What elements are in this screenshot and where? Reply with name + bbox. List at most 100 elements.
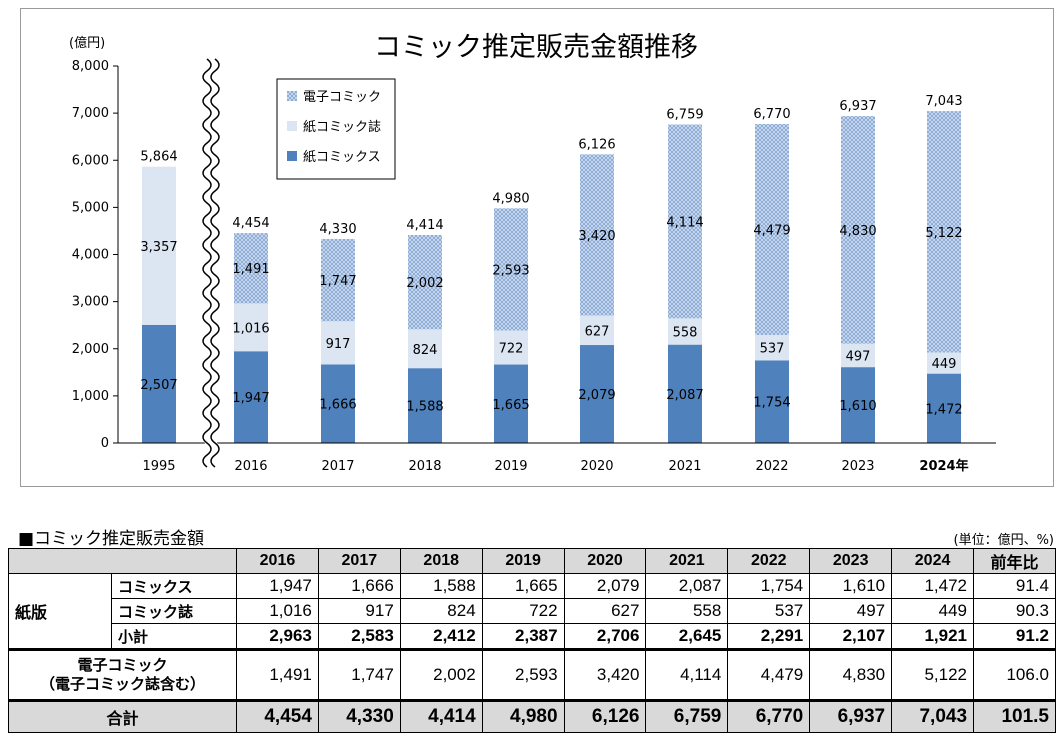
table-cell: 1,747 [317, 648, 401, 701]
x-tick-label: 2019 [494, 459, 527, 474]
data-label: 558 [673, 326, 698, 341]
group-label-paper: 紙版 [8, 573, 112, 650]
data-label: 497 [846, 349, 871, 364]
total-label: 4,454 [232, 216, 269, 231]
axis-break-mark [202, 55, 220, 471]
x-tick-label: 1995 [142, 459, 175, 474]
bar-segment-digital [755, 123, 789, 336]
table-cell: 4,980 [481, 699, 565, 733]
data-label: 1,016 [232, 321, 269, 336]
header-cell: 2022 [727, 548, 811, 574]
legend-label: 電子コミック [303, 90, 381, 105]
data-label: 5,122 [925, 226, 962, 241]
x-tick-label: 2022 [755, 459, 788, 474]
bar-segment-paper-magazine [668, 318, 702, 345]
row-label: コミック誌 [111, 598, 237, 624]
data-label: 2,079 [578, 388, 615, 403]
data-label: 627 [585, 324, 610, 339]
table-cell: 558 [645, 598, 729, 624]
legend-label: 紙コミック誌 [303, 119, 381, 135]
bar-segment-paper-comics [927, 373, 961, 443]
bar-segment-paper-comics [755, 360, 789, 443]
bar-segment-paper-comics [668, 344, 702, 443]
data-label: 1,747 [319, 274, 356, 289]
row-label-total: 合計 [8, 699, 237, 733]
sales-table: 2016 2017 2018 2019 2020 2021 2022 2023 … [8, 548, 1056, 733]
data-label: 3,357 [140, 240, 177, 255]
bar-segment-digital [668, 124, 702, 319]
data-label: 1,491 [232, 262, 269, 277]
digital-label-line2: （電子コミック誌含む） [39, 676, 205, 693]
bar-segment-paper-comics [234, 351, 268, 443]
data-label: 1,947 [232, 391, 269, 406]
table-cell: 2,291 [727, 623, 811, 650]
axis-break-line-left [202, 58, 212, 468]
header-cell: 2016 [236, 548, 319, 574]
legend-swatch [287, 151, 297, 161]
bar-segment-paper-magazine [580, 315, 614, 346]
header-cell: 2019 [481, 548, 565, 574]
x-tick-label: 2023 [841, 459, 874, 474]
data-label: 1,754 [753, 396, 790, 411]
axis-break-gap [202, 55, 220, 471]
bar-segment-digital [580, 154, 614, 316]
bar-segment-paper-magazine [927, 352, 961, 374]
bar-segment-paper-magazine [755, 335, 789, 361]
bar-segment-digital [841, 116, 875, 344]
data-label: 2,087 [666, 388, 703, 403]
table-cell: 2,963 [236, 623, 319, 650]
bar-segment-digital [494, 208, 528, 331]
table-cell: 2,002 [399, 648, 483, 701]
bar-segment-paper-magazine [494, 330, 528, 365]
bar-segment-digital [234, 233, 268, 304]
table-cell: 449 [891, 598, 975, 624]
x-tick-label: 2018 [408, 459, 441, 474]
data-label: 1,665 [492, 398, 529, 413]
x-tick-label: 2024年 [919, 458, 968, 474]
legend-label: 紙コミックス [303, 150, 381, 165]
y-axis-unit: (億円) [69, 35, 105, 51]
x-tick-label: 2017 [321, 459, 354, 474]
data-label: 2,507 [140, 378, 177, 393]
data-label: 2,002 [406, 276, 443, 291]
data-label: 449 [932, 357, 957, 372]
x-tick-label: 2020 [580, 459, 613, 474]
data-label: 4,830 [839, 224, 876, 239]
table-cell: 2,583 [317, 623, 401, 650]
table-caption: ■コミック推定販売金額 [18, 529, 205, 549]
data-label: 1,610 [839, 399, 876, 414]
table-unit: (単位：億円、%) [953, 533, 1055, 548]
table-cell: 4,830 [809, 648, 893, 701]
table-cell: 824 [399, 598, 483, 624]
table-cell: 1,610 [809, 573, 893, 599]
header-cell: 2018 [399, 548, 483, 574]
table-cell: 2,387 [481, 623, 565, 650]
total-label: 4,414 [406, 218, 443, 233]
x-tick-label: 2021 [668, 459, 701, 474]
bar-segment-paper-magazine [408, 329, 442, 369]
table-cell: 627 [563, 598, 647, 624]
data-label: 722 [499, 342, 524, 357]
bar-segment-paper-comics [580, 345, 614, 443]
table-row-comics: 紙版 コミックス 1,947 1,666 1,588 1,665 2,079 2… [8, 573, 1056, 650]
y-tick-label: 2,000 [72, 342, 109, 357]
data-label: 1,472 [925, 402, 962, 417]
total-label: 4,980 [492, 191, 529, 206]
table-cell: 4,114 [645, 648, 729, 701]
y-tick-label: 6,000 [72, 153, 109, 168]
table-header-corner [8, 548, 237, 574]
table-row-digital: 電子コミック （電子コミック誌含む） 1,491 1,747 2,002 2,59… [8, 648, 1056, 701]
table-cell: 91.2 [973, 623, 1056, 650]
bar-segment-digital [927, 111, 961, 353]
axis-break-line-right [210, 58, 220, 468]
y-tick-label: 5,000 [72, 200, 109, 215]
table-cell: 6,759 [645, 699, 729, 733]
total-label: 5,864 [140, 150, 177, 165]
header-cell: 2020 [563, 548, 647, 574]
table-cell: 1,921 [891, 623, 975, 650]
header-cell: 2023 [809, 548, 893, 574]
bar-segment-paper-comics [321, 364, 355, 443]
table-cell: 6,126 [563, 699, 647, 733]
table-cell: 537 [727, 598, 811, 624]
bar-segment-paper-comics [142, 324, 176, 443]
